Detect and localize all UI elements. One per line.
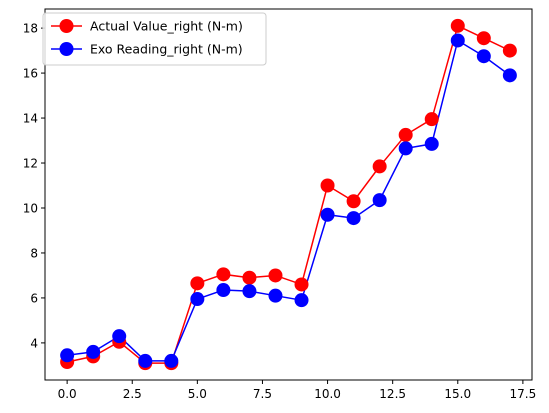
x-tick-label: 5.0 (188, 387, 207, 401)
legend-marker-exo (59, 42, 74, 56)
x-tick-label: 15.0 (444, 387, 471, 401)
data-point-s1-11 (346, 211, 361, 226)
x-tick-label: 17.5 (510, 387, 537, 401)
x-tick-label: 7.5 (253, 387, 272, 401)
y-tick-label: 18 (23, 22, 38, 36)
legend-box (42, 12, 267, 66)
y-tick-label: 6 (30, 291, 38, 305)
data-point-s1-5 (190, 292, 205, 307)
x-tick-label: 0.0 (58, 387, 77, 401)
y-tick-label: 4 (30, 336, 38, 350)
data-point-s1-1 (86, 344, 101, 359)
x-tick-label: 10.0 (314, 387, 341, 401)
data-point-s1-15 (450, 33, 465, 48)
data-point-s1-17 (502, 68, 517, 83)
legend-marker-actual (59, 19, 74, 33)
data-point-s1-14 (424, 136, 439, 151)
data-point-s1-6 (216, 283, 231, 298)
data-point-s1-9 (294, 293, 309, 308)
legend-label-exo: Exo Reading_right (N-m) (90, 42, 243, 57)
data-point-s1-2 (112, 329, 127, 344)
axes: 0.0 2.5 5.0 7.5 10.0 12.5 15.0 17.5 4 6 8 10 12 14 16 1… (23, 8, 537, 401)
data-point-s0-15 (450, 18, 465, 33)
series-line-1 (67, 39, 511, 362)
data-point-s1-4 (164, 353, 179, 368)
data-point-s0-9 (294, 277, 309, 292)
y-tick-label: 12 (23, 157, 38, 171)
y-tick-label: 16 (23, 67, 38, 81)
series-line-0 (66, 24, 511, 364)
x-tick-label: 12.5 (379, 387, 406, 401)
y-tick-label: 8 (30, 246, 38, 260)
data-point-s0-11 (346, 194, 361, 209)
data-point-s1-8 (268, 288, 283, 303)
data-point-s1-3 (138, 353, 153, 368)
data-point-s0-10 (320, 178, 335, 193)
data-point-s1-12 (372, 193, 387, 208)
data-point-s1-16 (476, 49, 491, 64)
y-tick-label: 14 (23, 112, 38, 126)
data-point-s1-0 (60, 348, 75, 363)
data-point-s0-12 (372, 159, 387, 174)
data-point-s0-13 (398, 127, 413, 142)
legend: Actual Value_right (N-m) Exo Reading_rig… (42, 12, 267, 66)
data-point-s0-8 (268, 268, 283, 283)
data-point-s1-13 (398, 141, 413, 156)
plot-area (60, 18, 517, 371)
data-point-s0-17 (502, 43, 517, 58)
data-point-s1-10 (320, 207, 335, 222)
data-point-s1-7 (242, 284, 257, 299)
data-point-s0-6 (216, 267, 231, 282)
data-point-s0-14 (424, 112, 439, 127)
data-point-s0-5 (190, 276, 205, 291)
x-tick-label: 2.5 (123, 387, 142, 401)
data-point-s0-16 (476, 31, 491, 46)
legend-label-actual: Actual Value_right (N-m) (90, 19, 243, 34)
y-tick-label: 10 (23, 201, 38, 215)
data-point-s0-7 (242, 270, 257, 285)
axes-frame (44, 8, 533, 381)
